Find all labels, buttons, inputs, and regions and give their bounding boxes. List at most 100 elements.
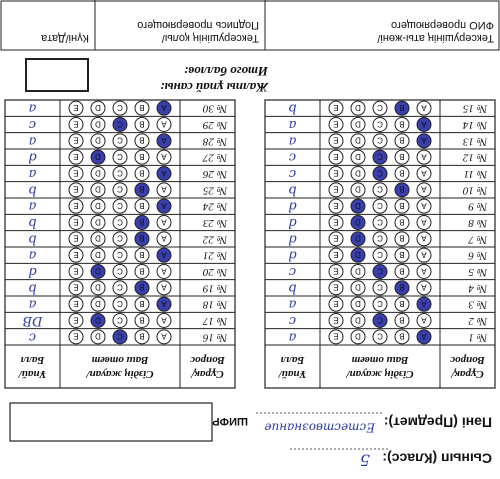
- bubble: [112, 231, 128, 247]
- question-number: № 22: [202, 233, 228, 245]
- bubble: [90, 198, 106, 214]
- bubble: [68, 117, 84, 132]
- bubble-letter: C: [117, 119, 123, 128]
- bubble-letter: B: [139, 152, 144, 161]
- column-header: Сұрақ/: [190, 368, 223, 380]
- bubble-letter: A: [421, 283, 427, 292]
- bubble-letter: D: [355, 250, 361, 259]
- bubble-letter: C: [117, 332, 123, 341]
- bubble-letter: A: [161, 201, 167, 210]
- bubble-letter: B: [399, 152, 404, 161]
- bubble-letter: E: [333, 119, 338, 128]
- question-number: № 24: [202, 201, 228, 213]
- bubble: [372, 133, 388, 149]
- bubble: [112, 166, 128, 181]
- question-number: № 25: [202, 184, 228, 196]
- bubble-letter: C: [377, 299, 383, 308]
- bubble: [350, 100, 366, 116]
- bubble-letter: C: [117, 185, 123, 194]
- bubble: [328, 100, 344, 116]
- bubble-letter: E: [333, 217, 338, 226]
- bubble-letter: A: [421, 201, 427, 210]
- bubble: [90, 133, 106, 149]
- bubble-letter: C: [117, 283, 123, 292]
- bubble-letter: C: [117, 315, 123, 324]
- bubble-letter: C: [377, 119, 383, 128]
- question-number: № 30: [202, 103, 228, 115]
- question-number: № 5: [468, 266, 488, 278]
- bubble: [328, 231, 344, 247]
- bubble: [394, 117, 410, 132]
- bubble: [416, 149, 432, 165]
- bubble-letter: B: [139, 201, 144, 210]
- question-number: № 12: [462, 152, 488, 164]
- bubble: [90, 215, 106, 230]
- bubble: [350, 329, 366, 345]
- bubble-letter: A: [421, 299, 427, 308]
- column-header: Балл: [20, 354, 45, 366]
- bubble-letter: E: [73, 152, 78, 161]
- question-number: № 2: [468, 315, 488, 327]
- question-number: № 14: [462, 119, 488, 131]
- bubble-letter: E: [73, 250, 78, 259]
- bubble: [90, 280, 106, 296]
- bubble: [394, 215, 410, 230]
- bubble: [90, 231, 106, 247]
- bubble-filled: [416, 133, 432, 149]
- bubble: [68, 280, 84, 296]
- bubble-letter: B: [399, 185, 404, 194]
- bubble: [90, 247, 106, 263]
- bubble-letter: E: [333, 136, 338, 145]
- score: a: [289, 297, 297, 312]
- bubble-letter: A: [421, 217, 427, 226]
- question-number: № 1: [468, 331, 488, 343]
- bubble-letter: D: [355, 217, 361, 226]
- bubble: [328, 166, 344, 181]
- bubble: [394, 264, 410, 279]
- bubble: [156, 264, 172, 279]
- bubble: [112, 296, 128, 312]
- question-number: № 8: [468, 217, 488, 229]
- bubble: [112, 149, 128, 165]
- subject-label: Пәні (Предмет):: [384, 414, 492, 430]
- bubble-filled: [134, 215, 150, 230]
- bubble-letter: C: [377, 315, 383, 324]
- bubble-letter: C: [377, 103, 383, 112]
- bubble: [372, 182, 388, 198]
- total-box: [25, 58, 89, 92]
- bubble: [372, 329, 388, 345]
- bubble-letter: D: [355, 283, 361, 292]
- bubble-filled: [394, 280, 410, 296]
- bubble-filled: [394, 182, 410, 198]
- bubble-letter: D: [355, 152, 361, 161]
- bubble: [68, 313, 84, 328]
- bubble: [328, 247, 344, 263]
- question-number: № 19: [202, 282, 228, 294]
- bubble-letter: B: [399, 315, 404, 324]
- bubble-letter: A: [421, 315, 427, 324]
- bubble: [328, 198, 344, 214]
- bubble-letter: D: [355, 103, 361, 112]
- bubble-letter: A: [421, 332, 427, 341]
- score: d: [288, 215, 296, 230]
- score: a: [29, 248, 37, 263]
- score: b: [288, 182, 296, 197]
- bubble: [156, 280, 172, 296]
- bubble-letter: A: [421, 234, 427, 243]
- bubble-letter: A: [161, 217, 167, 226]
- bubble: [68, 247, 84, 263]
- bubble: [68, 133, 84, 149]
- bubble-letter: C: [377, 201, 383, 210]
- bubble-letter: D: [95, 234, 101, 243]
- bubble: [90, 166, 106, 181]
- bubble: [156, 117, 172, 132]
- bubble: [372, 231, 388, 247]
- bubble-letter: D: [95, 168, 101, 177]
- bubble-letter: B: [399, 332, 404, 341]
- bubble: [394, 329, 410, 345]
- bubble-letter: B: [399, 119, 404, 128]
- bubble-letter: B: [399, 234, 404, 243]
- question-number: № 15: [462, 103, 488, 115]
- column-header: Ваш ответ: [351, 354, 409, 366]
- bubble-letter: B: [139, 299, 144, 308]
